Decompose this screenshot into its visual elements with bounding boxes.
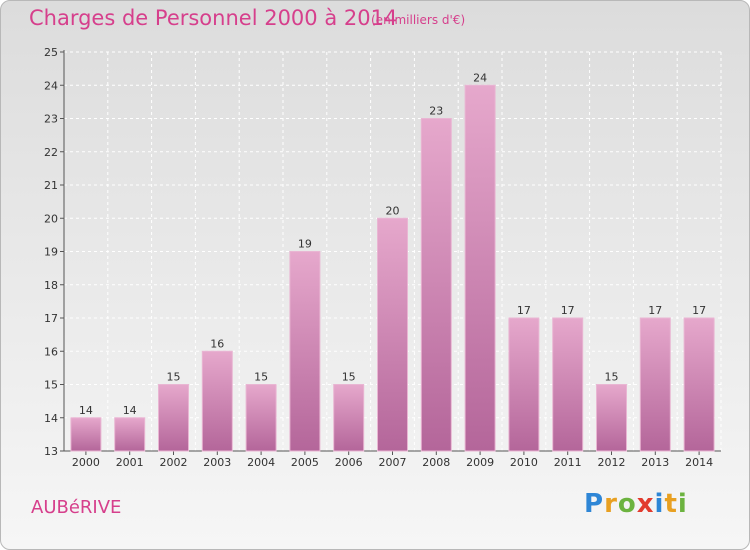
y-tick-label: 17: [44, 312, 58, 325]
logo-letter: x: [636, 489, 655, 519]
y-tick-label: 16: [44, 345, 58, 358]
data-label: 20: [386, 204, 400, 217]
x-tick-label: 2012: [598, 456, 626, 469]
x-tick-label: 2006: [335, 456, 363, 469]
x-tick-label: 2002: [160, 456, 188, 469]
x-tick-label: 2003: [203, 456, 231, 469]
data-label: 15: [167, 371, 181, 384]
data-label: 15: [342, 371, 356, 384]
bar: [289, 251, 321, 452]
x-tick-label: 2013: [641, 456, 669, 469]
data-label: 17: [561, 304, 575, 317]
x-tick-label: 2010: [510, 456, 538, 469]
logo-letter: i: [677, 489, 688, 519]
logo-letter: P: [584, 489, 605, 519]
bar: [683, 317, 715, 452]
bar: [508, 317, 540, 452]
bar: [201, 350, 233, 452]
logo-letter: t: [664, 489, 678, 519]
y-tick-label: 19: [44, 246, 58, 259]
x-tick-label: 2011: [554, 456, 582, 469]
logo-letter: i: [654, 489, 665, 519]
x-tick-label: 2005: [291, 456, 319, 469]
data-label: 17: [517, 304, 531, 317]
proxiti-logo: Proxiti: [584, 489, 688, 519]
y-tick-label: 25: [44, 46, 58, 59]
bars: [70, 84, 715, 452]
x-tick-label: 2000: [72, 456, 100, 469]
bar: [596, 384, 627, 452]
data-label: 17: [648, 304, 662, 317]
y-tick-label: 13: [44, 445, 58, 458]
logo-letter: o: [617, 489, 637, 519]
data-label: 23: [429, 105, 443, 118]
x-tick-label: 2007: [379, 456, 407, 469]
bar: [552, 317, 584, 452]
x-tick-label: 2014: [685, 456, 713, 469]
data-label: 19: [298, 238, 312, 251]
data-label: 15: [254, 371, 268, 384]
data-label: 14: [123, 404, 137, 417]
y-tick-label: 21: [44, 179, 58, 192]
bar: [420, 118, 452, 452]
y-tick-label: 18: [44, 279, 58, 292]
x-tick-label: 2004: [247, 456, 275, 469]
data-label: 17: [692, 304, 706, 317]
y-tick-label: 22: [44, 146, 58, 159]
x-tick-label: 2009: [466, 456, 494, 469]
chart-title: Charges de Personnel 2000 à 2014: [29, 6, 398, 30]
logo-letter: r: [604, 489, 618, 519]
x-tick-label: 2008: [422, 456, 450, 469]
bar: [333, 384, 365, 452]
y-tick-label: 24: [44, 79, 58, 92]
bar: [377, 217, 408, 452]
data-label: 16: [210, 337, 224, 350]
bar: [114, 417, 146, 452]
bar: [639, 317, 671, 452]
y-tick-label: 15: [44, 379, 58, 392]
data-label: 15: [605, 371, 619, 384]
bar: [464, 84, 496, 452]
x-tick-label: 2001: [116, 456, 144, 469]
bar: [158, 384, 189, 452]
chart-subtitle: (en milliers d'€): [371, 13, 466, 27]
bar: [70, 417, 102, 452]
labels: 13 14 15 16 17 18 19 20 21 22 23 24 25 14 2000 14 2001 15…: [44, 46, 713, 469]
y-tick-label: 20: [44, 212, 58, 225]
y-tick-label: 23: [44, 113, 58, 126]
data-label: 24: [473, 71, 487, 84]
data-label: 14: [79, 404, 93, 417]
bar: [245, 384, 277, 452]
commune-name: AUBéRIVE: [31, 497, 122, 518]
y-tick-label: 14: [44, 412, 58, 425]
